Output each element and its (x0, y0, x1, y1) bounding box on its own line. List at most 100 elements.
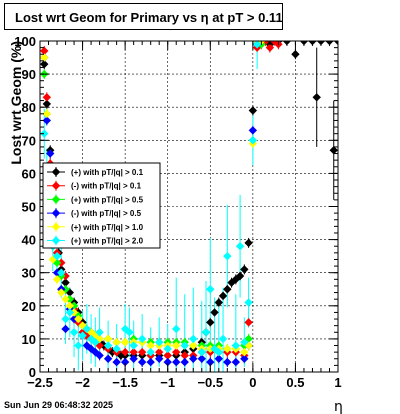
data-point (240, 354, 249, 363)
x-tick-label: −2.5 (27, 375, 53, 390)
data-point (240, 347, 249, 357)
data-point (65, 308, 74, 317)
legend-marker (51, 195, 61, 204)
data-point (61, 324, 70, 334)
x-tick-label: −1 (160, 375, 175, 390)
data-point (214, 298, 223, 307)
data-point (99, 341, 109, 350)
data-point (244, 318, 253, 327)
data-point (69, 328, 79, 337)
data-point (189, 334, 198, 344)
data-point (163, 357, 172, 367)
data-point (155, 338, 164, 347)
data-point (248, 136, 258, 145)
data-point (206, 357, 215, 367)
data-point (40, 59, 49, 69)
data-point (269, 41, 279, 46)
legend: (+) with pT/|q| > 0.1 (-) with pT/|q| > 0… (42, 162, 161, 249)
data-point (137, 334, 147, 344)
data-point (40, 53, 49, 62)
data-point (125, 328, 134, 337)
data-point (129, 354, 138, 363)
data-point (65, 301, 74, 310)
y-tick-label: 10 (22, 332, 36, 347)
data-point (201, 328, 211, 337)
data-point (112, 338, 121, 347)
data-point (223, 251, 232, 261)
data-point (69, 308, 79, 317)
data-point (155, 347, 164, 357)
data-point (180, 341, 189, 350)
legend-marker (51, 181, 61, 190)
y-tick-label: 50 (22, 200, 36, 215)
data-point (120, 357, 130, 367)
data-point (214, 347, 223, 357)
data-point (42, 109, 52, 119)
x-tick-label: 0 (249, 375, 256, 390)
x-tick-label: 0.5 (286, 375, 304, 390)
y-tick-label: 0 (29, 365, 36, 380)
data-point (206, 285, 215, 294)
data-point (42, 116, 52, 125)
data-point (52, 251, 62, 261)
data-point (48, 255, 57, 264)
y-tick-label: 100 (14, 34, 36, 49)
data-point (129, 341, 138, 350)
data-point (65, 288, 74, 297)
data-point (74, 314, 83, 324)
data-point (180, 351, 189, 360)
data-point (137, 347, 147, 357)
data-point (120, 347, 130, 357)
data-point (329, 146, 338, 155)
data-point (65, 294, 74, 304)
data-point (82, 324, 92, 334)
legend-label: (+) with pT/|q| > 0.1 (71, 168, 144, 177)
data-point (235, 271, 245, 281)
legend-label: (-) with pT/|q| > 0.1 (71, 182, 142, 191)
data-point (57, 258, 66, 267)
data-point (214, 354, 223, 363)
y-tick-label: 20 (22, 299, 36, 314)
data-point (40, 129, 49, 138)
legend-marker (51, 236, 61, 245)
data-point (74, 341, 83, 350)
y-tick-label: 40 (22, 233, 36, 248)
data-point (206, 318, 215, 327)
data-point (223, 357, 232, 367)
data-point (240, 265, 249, 274)
data-point (57, 288, 66, 297)
x-tick-label: −2 (75, 375, 90, 390)
data-point (103, 334, 113, 344)
x-axis-label: η (334, 399, 343, 414)
data-point (52, 275, 62, 284)
data-point (218, 291, 228, 301)
data-point (223, 285, 232, 294)
data-point (112, 357, 121, 367)
x-tick-label: −1.5 (112, 375, 138, 390)
data-point (146, 347, 155, 357)
legend-marker (51, 167, 61, 177)
data-point (146, 357, 155, 367)
data-point (197, 354, 206, 363)
data-point (103, 354, 113, 363)
legend-label: (-) with pT/|q| > 0.5 (71, 209, 142, 218)
data-point (189, 354, 198, 363)
data-point (78, 331, 87, 340)
data-point (91, 338, 100, 347)
data-point (180, 357, 189, 367)
data-point (103, 341, 113, 350)
data-point (172, 324, 181, 334)
data-point (240, 338, 249, 347)
data-point (163, 351, 172, 360)
data-point (244, 298, 253, 307)
data-point (57, 268, 66, 277)
data-point (248, 126, 258, 135)
data-point (69, 314, 79, 324)
y-tick-label: 90 (22, 67, 36, 82)
data-point (146, 341, 155, 350)
data-point (112, 344, 121, 354)
data-point (223, 344, 232, 354)
timestamp: Sun Jun 29 06:48:32 2025 (4, 400, 114, 410)
data-point (42, 93, 52, 102)
